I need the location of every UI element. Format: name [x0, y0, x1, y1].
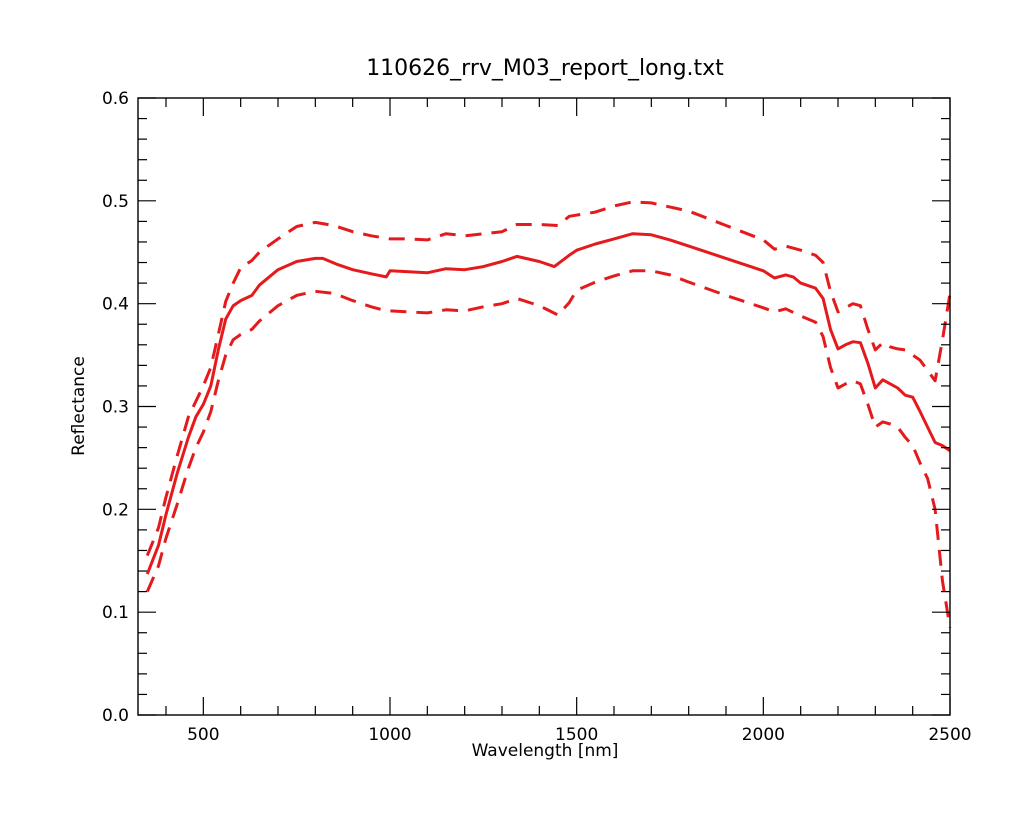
ticks-layer: [138, 97, 951, 716]
series-line-dashed-1: [145, 200, 952, 557]
plot-frame: [137, 97, 951, 716]
x-tick-label: 1000: [368, 725, 411, 745]
x-tick-label: 2500: [928, 725, 971, 745]
y-tick-label: 0.6: [102, 89, 129, 109]
y-tick-label: 0.5: [102, 192, 129, 212]
y-tick-label: 0.4: [102, 295, 129, 315]
y-tick-label: 0.0: [102, 706, 129, 726]
y-tick-label: 0.3: [102, 398, 129, 418]
x-tick-label: 2000: [742, 725, 785, 745]
x-axis-label: Wavelength [nm]: [472, 741, 619, 761]
y-axis-label: Reflectance: [69, 356, 89, 456]
chart-title: 110626_rrv_M03_report_long.txt: [366, 56, 724, 81]
series-line-dashed-2: [145, 269, 952, 628]
y-tick-label: 0.1: [102, 603, 129, 623]
series-line-mean: [145, 232, 951, 575]
x-tick-label: 500: [187, 725, 219, 745]
y-tick-label: 0.2: [102, 500, 129, 520]
series-layer: [145, 200, 952, 628]
y-tick-labels: 0.0 0.1 0.2 0.3 0.4 0.5 0.6: [102, 89, 129, 726]
x-tick-labels: 500 1000 1500 2000 2500: [187, 725, 972, 745]
x-tick-label: 1500: [555, 725, 598, 745]
